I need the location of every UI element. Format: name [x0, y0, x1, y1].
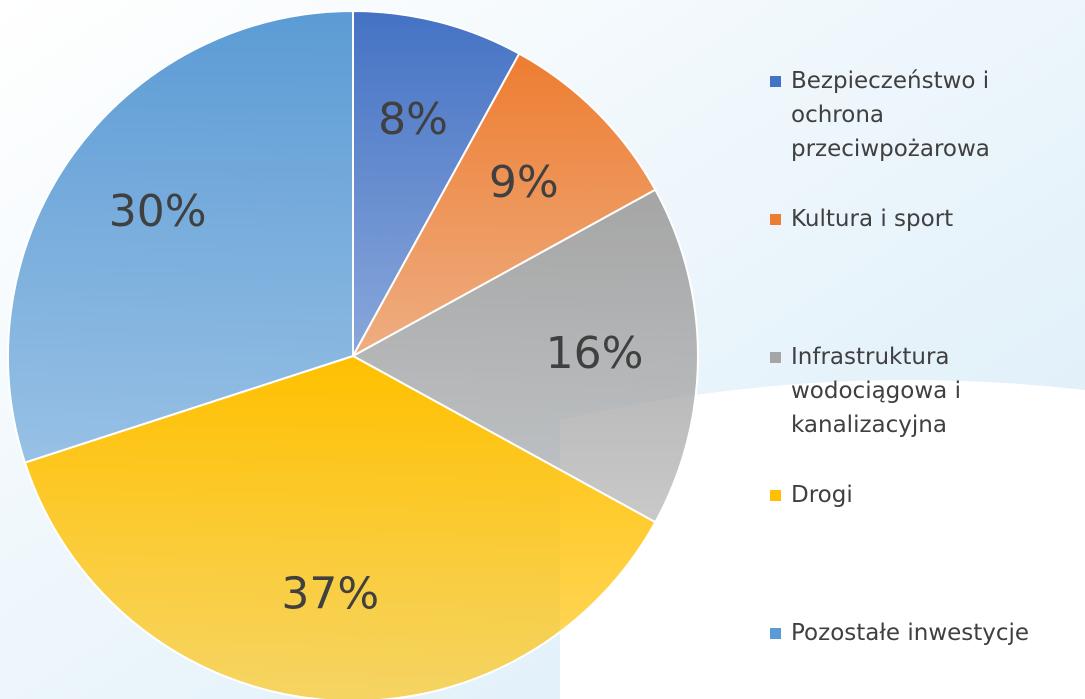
legend-swatch [770, 628, 781, 639]
legend-swatch [770, 214, 781, 225]
legend-label: Drogi [791, 482, 853, 508]
pie-slice [350, 188, 699, 524]
legend-swatch [770, 490, 781, 501]
legend-swatch [770, 352, 781, 363]
data-label: 9% [489, 157, 559, 208]
legend-item: Bezpieczeństwo i ochrona przeciwpożarowa [770, 64, 1070, 166]
legend-item: Infrastruktura wodociągowa i kanalizacyj… [770, 340, 1070, 442]
pie-slice [352, 9, 521, 357]
legend-item: Kultura i sport [770, 202, 1070, 236]
data-label: 30% [109, 186, 207, 237]
legend-item: Drogi [770, 478, 1070, 512]
legend-label: Bezpieczeństwo i ochrona przeciwpożarowa [791, 68, 990, 162]
background-wave [560, 380, 1085, 699]
pie-slice [350, 52, 657, 359]
legend-label: Infrastruktura wodociągowa i kanalizacyj… [791, 344, 961, 438]
data-label: 8% [378, 94, 448, 145]
pie-slice [23, 354, 657, 699]
pie-slice [7, 9, 354, 464]
legend-label: Kultura i sport [791, 206, 954, 232]
data-label: 37% [281, 568, 379, 619]
legend-item: Pozostałe inwestycje [770, 616, 1070, 650]
legend-label: Pozostałe inwestycje [791, 620, 1030, 646]
legend-swatch [770, 76, 781, 87]
data-label: 16% [546, 328, 644, 379]
